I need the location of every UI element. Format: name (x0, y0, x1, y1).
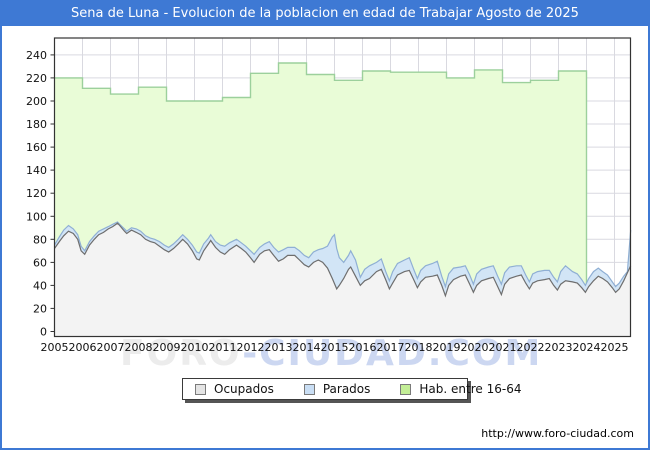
site-url: http://www.foro-ciudad.com (481, 427, 634, 440)
legend-label-parados: Parados (322, 382, 371, 396)
x-tick-label: 2008 (125, 341, 153, 354)
x-tick-label: 2024 (573, 341, 601, 354)
y-tick-label: 200 (26, 95, 47, 108)
y-tick-label: 100 (26, 210, 47, 223)
x-tick-label: 2016 (349, 341, 377, 354)
x-tick-label: 2021 (489, 341, 517, 354)
x-tick-label: 2007 (97, 341, 125, 354)
y-tick-label: 80 (33, 233, 47, 246)
legend-label-hab: Hab. entre 16-64 (419, 382, 522, 396)
x-tick-label: 2011 (209, 341, 237, 354)
x-tick-label: 2006 (69, 341, 97, 354)
ocupados-swatch-icon (195, 383, 206, 395)
parados-line (53, 221, 632, 289)
y-tick-label: 160 (26, 141, 47, 154)
ocupados-line (54, 222, 632, 298)
legend-box: Ocupados Parados Hab. entre 16-64 (182, 378, 521, 400)
x-tick-label: 2010 (181, 341, 209, 354)
y-tick-label: 240 (26, 49, 47, 62)
y-tick-label: 180 (26, 118, 47, 131)
y-tick-label: 60 (33, 256, 47, 269)
y-tick-label: 40 (33, 279, 47, 292)
y-tick-label: 120 (26, 187, 47, 200)
x-tick-label: 2012 (237, 341, 265, 354)
legend-item-parados: Parados (303, 382, 371, 396)
hab-swatch-icon (400, 383, 412, 395)
legend-item-hab: Hab. entre 16-64 (400, 382, 521, 396)
y-tick-label: 20 (33, 302, 47, 315)
plot-border (53, 37, 632, 338)
x-tick-label: 2018 (405, 341, 433, 354)
y-tick-label: 140 (26, 164, 47, 177)
watermark-part2: -CIUDAD.COM (242, 333, 543, 374)
watermark: FORO-CIUDAD.COM (120, 336, 542, 372)
hab-line (54, 62, 588, 337)
x-tick-label: 2017 (377, 341, 405, 354)
watermark-part1: FORO (120, 333, 243, 374)
parados-swatch-icon (303, 383, 315, 395)
x-tick-label: 2020 (461, 341, 489, 354)
x-tick-label: 2009 (153, 341, 181, 354)
chart-title-bar: Sena de Luna - Evolucion de la poblacion… (0, 0, 650, 26)
legend-label-ocupados: Ocupados (214, 382, 274, 396)
y-tick-label: 0 (40, 326, 47, 339)
x-tick-label: 2022 (517, 341, 545, 354)
x-tick-label: 2015 (321, 341, 349, 354)
x-tick-label: 2019 (433, 341, 461, 354)
legend-item-ocupados: Ocupados (195, 382, 274, 396)
x-tick-label: 2005 (41, 341, 69, 354)
ocupados-area-fill (54, 223, 631, 337)
x-tick-label: 2023 (545, 341, 573, 354)
x-tick-label: 2013 (265, 341, 293, 354)
x-tick-label: 2025 (601, 341, 629, 354)
chart-title: Sena de Luna - Evolucion de la poblacion… (71, 5, 579, 21)
x-tick-label: 2014 (293, 341, 321, 354)
y-tick-label: 220 (26, 72, 47, 85)
